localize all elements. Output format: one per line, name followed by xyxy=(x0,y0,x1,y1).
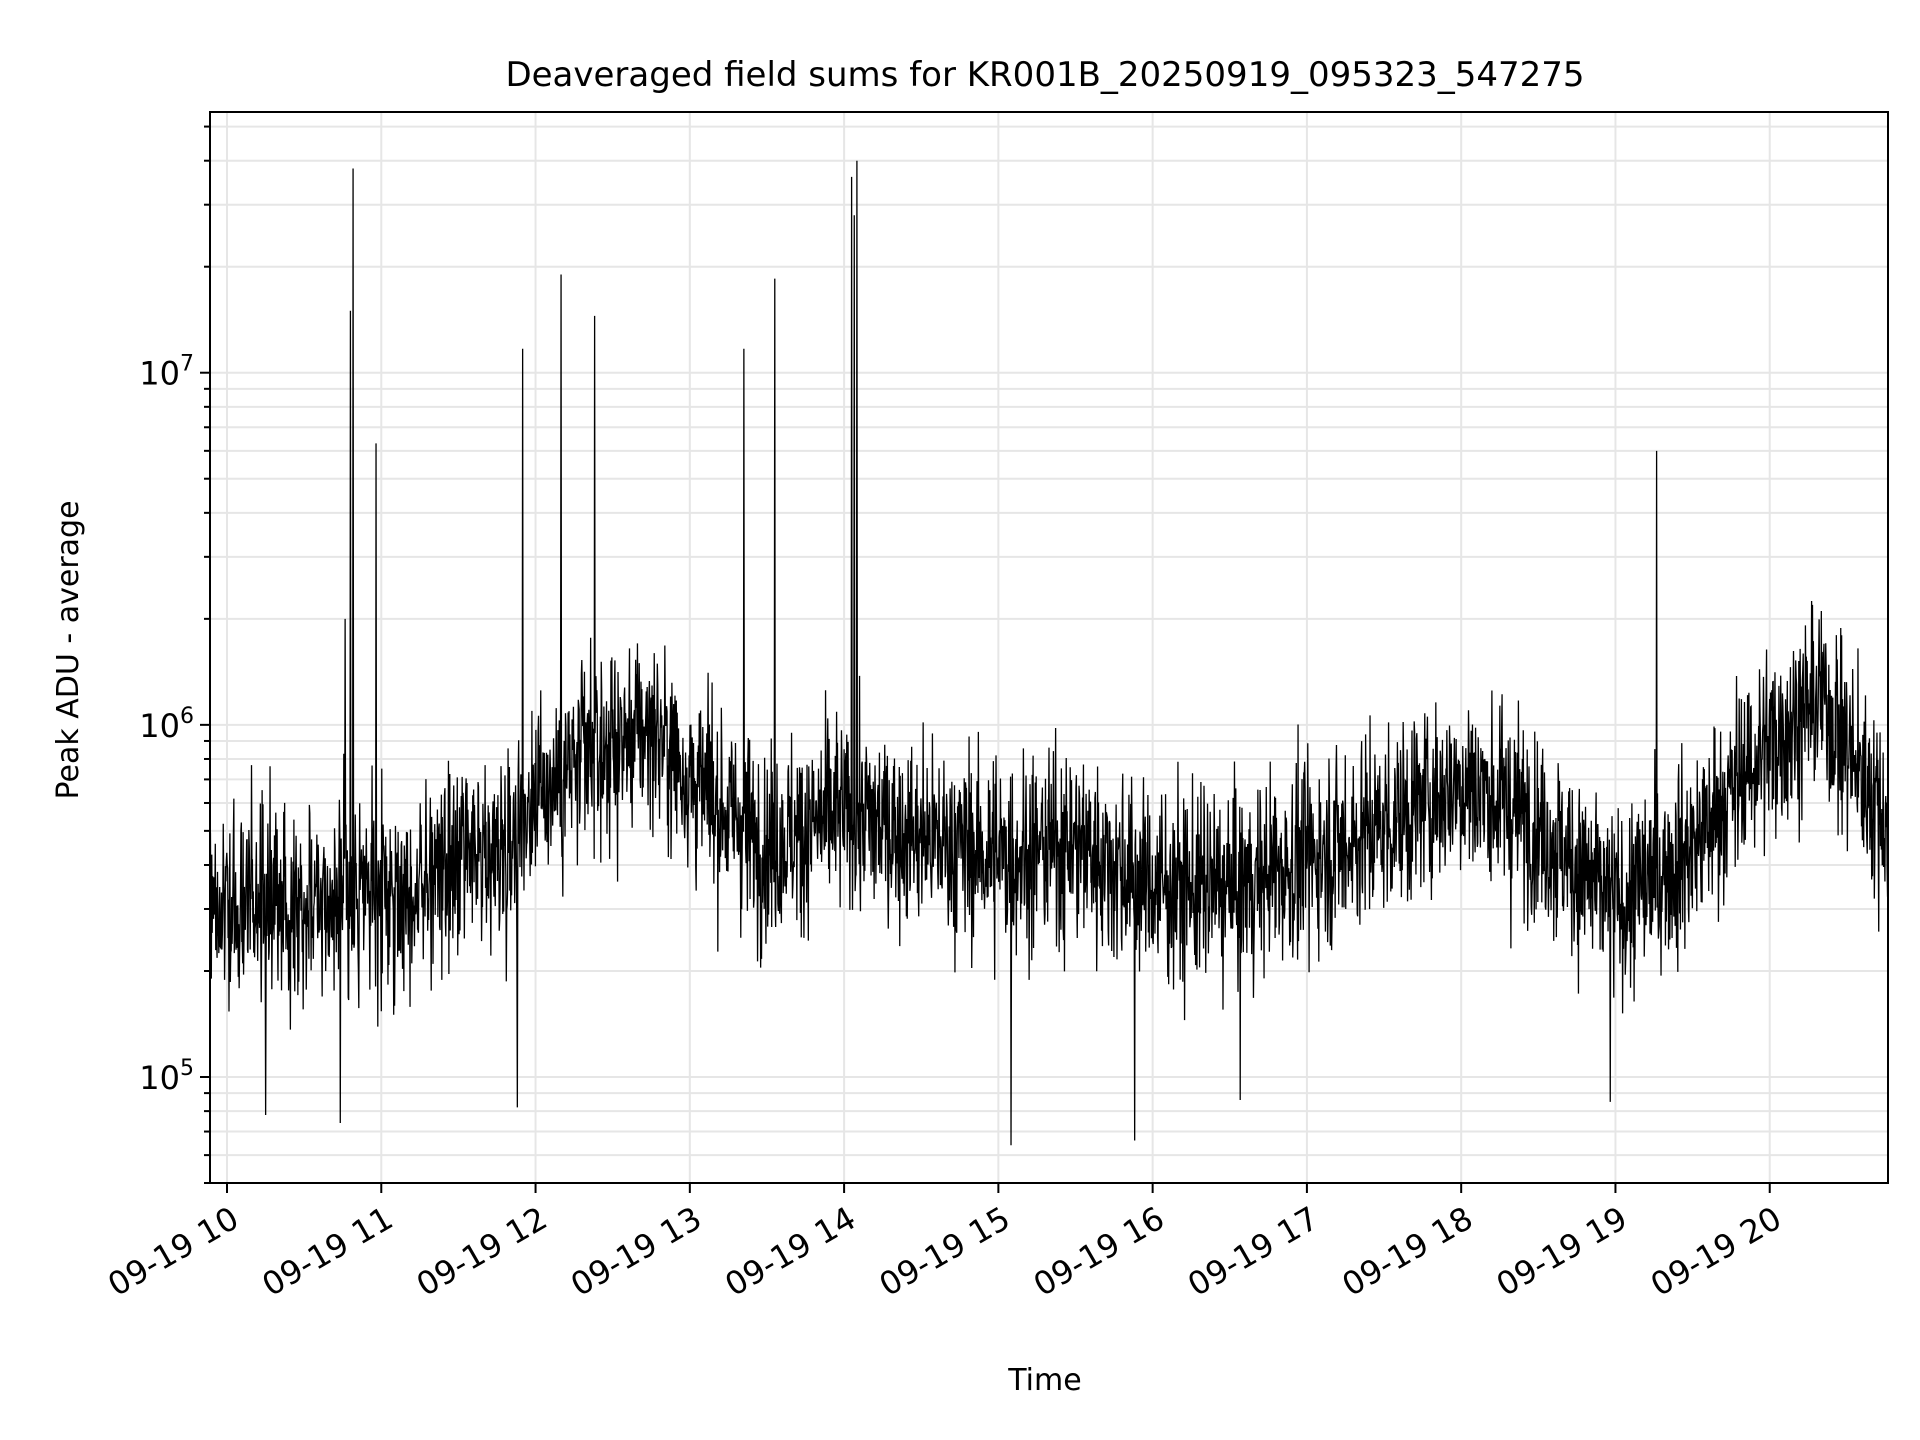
series-line-group xyxy=(209,160,1889,1146)
y-axis-label: Peak ADU - average xyxy=(51,500,86,799)
y-axis: 105 106 107 xyxy=(139,125,210,1184)
chart-title: Deaveraged field sums for KR001B_2025091… xyxy=(505,55,1584,95)
y-tick-label: 105 xyxy=(139,1056,194,1097)
x-axis-label: Time xyxy=(1007,1363,1081,1398)
series-line xyxy=(209,160,1889,1146)
plot-frame xyxy=(209,111,1889,1184)
y-tick-label: 106 xyxy=(139,704,194,745)
y-tick-label: 107 xyxy=(139,352,194,393)
